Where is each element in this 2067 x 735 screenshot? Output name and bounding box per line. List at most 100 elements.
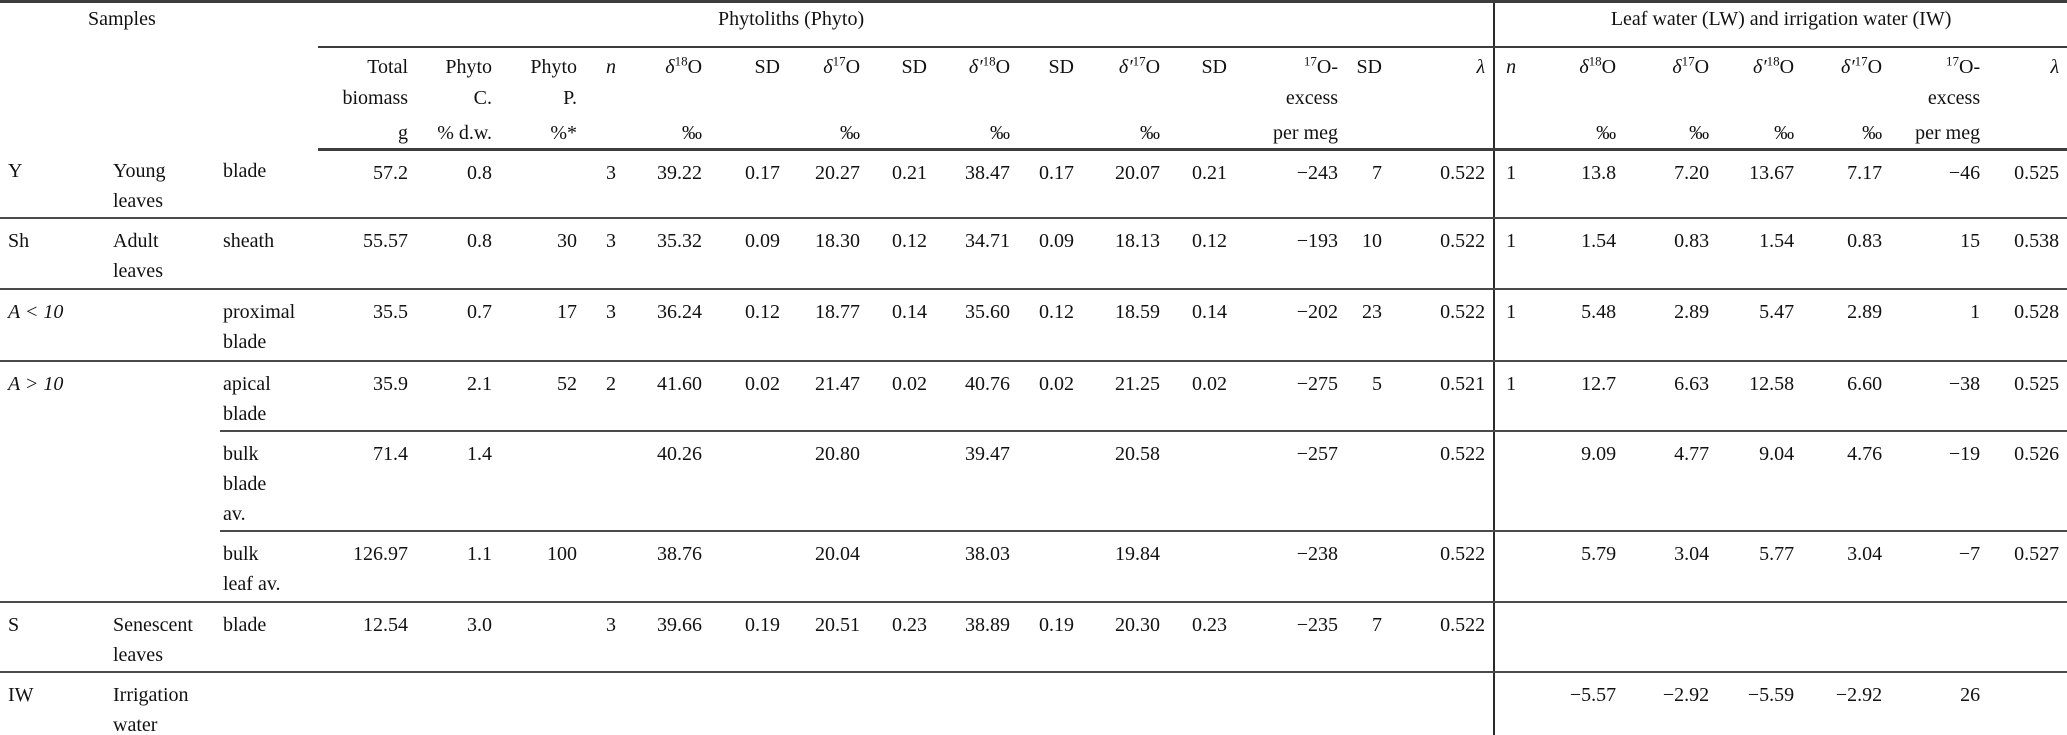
table-cell: 7.20	[1624, 149, 1718, 219]
table-cell: Irrigation water	[110, 672, 220, 735]
table-cell	[710, 431, 789, 532]
table-cell: Senescent leaves	[110, 602, 220, 673]
table-cell: 0.17	[1018, 149, 1083, 219]
table-cell: 39.47	[935, 431, 1019, 532]
group-header-row: Samples Phytoliths (Phyto) Leaf water (L…	[0, 1, 2067, 48]
table-cell	[868, 431, 936, 532]
table-cell: 5.77	[1717, 531, 1803, 603]
column-header-row: Total biomass g Phyto C.% d.w. Phyto P. %* n …	[0, 46, 2067, 151]
table-cell: −202	[1235, 289, 1347, 362]
table-cell: −235	[1235, 602, 1347, 673]
col-lambda-lw: λ	[1988, 46, 2067, 151]
table-cell	[585, 531, 625, 603]
table-row: S Senescent leaves blade 12.54 3.0 3 39.66 0.19…	[0, 602, 2067, 673]
table-cell: A < 10	[0, 289, 110, 362]
col-dp17o-phyto: δ′17O ‰	[1082, 46, 1169, 151]
table-cell: 18.77	[788, 289, 869, 362]
table-cell: 0.02	[1018, 361, 1083, 432]
table-cell: 0.525	[1988, 149, 2067, 219]
table-cell: −2.92	[1802, 672, 1891, 735]
col-phyto-c: Phyto C.% d.w.	[416, 46, 501, 151]
table-cell: 1.54	[1717, 218, 1803, 290]
table-cell: apical blade	[220, 361, 319, 432]
table-cell: 3	[585, 289, 625, 362]
table-cell: 126.97	[318, 531, 417, 603]
table-cell	[1624, 602, 1718, 673]
col-sd: SD	[710, 46, 789, 151]
table-cell	[1168, 672, 1236, 735]
table-row: Sh Adult leaves sheath 55.57 0.8 30 3 35.32 0.09…	[0, 218, 2067, 290]
table-cell: −2.92	[1624, 672, 1718, 735]
table-cell: 0.7	[416, 289, 501, 362]
table-cell: 26	[1890, 672, 1989, 735]
table-cell: 17	[500, 289, 586, 362]
table-cell: 3	[585, 218, 625, 290]
table-cell: Y	[0, 149, 110, 219]
table-cell: −38	[1890, 361, 1989, 432]
table-cell	[1346, 672, 1391, 735]
table-cell	[1168, 531, 1236, 603]
table-cell: Sh	[0, 218, 110, 290]
table-cell: 4.76	[1802, 431, 1891, 532]
table-cell	[1717, 602, 1803, 673]
table-cell: 0.521	[1390, 361, 1495, 432]
table-cell	[1493, 672, 1525, 735]
table-cell	[1493, 531, 1525, 603]
table-body: Y Young leaves blade 57.2 0.8 3 39.22 0.17 20.27…	[0, 149, 2067, 735]
table-cell: 1	[1493, 289, 1525, 362]
table-cell	[500, 149, 586, 219]
table-cell: 0.09	[710, 218, 789, 290]
table-cell	[585, 431, 625, 532]
table-cell	[1235, 672, 1347, 735]
phytoliths-group-header: Phytoliths (Phyto)	[318, 1, 1495, 48]
table-cell: proximal blade	[220, 289, 319, 362]
table-cell: 38.47	[935, 149, 1019, 219]
table-cell	[1018, 531, 1083, 603]
table-cell: 0.21	[1168, 149, 1236, 219]
table-cell: −243	[1235, 149, 1347, 219]
table-cell: 0.522	[1390, 218, 1495, 290]
table-cell: 13.67	[1717, 149, 1803, 219]
table-cell	[585, 672, 625, 735]
table-cell: 35.32	[624, 218, 711, 290]
table-cell: 15	[1890, 218, 1989, 290]
table-cell: 0.23	[1168, 602, 1236, 673]
table-cell: 2	[585, 361, 625, 432]
table-cell	[624, 672, 711, 735]
table-cell: 18.59	[1082, 289, 1169, 362]
table-cell: 0.23	[868, 602, 936, 673]
table-cell: 1	[1493, 361, 1525, 432]
table-cell: 0.12	[710, 289, 789, 362]
table-cell: 38.89	[935, 602, 1019, 673]
table-cell: 0.12	[1168, 218, 1236, 290]
table-cell: 39.66	[624, 602, 711, 673]
table-cell: 0.538	[1988, 218, 2067, 290]
table-cell: −46	[1890, 149, 1989, 219]
table-cell	[0, 431, 110, 531]
table-cell	[500, 672, 586, 735]
table-cell: 0.12	[1018, 289, 1083, 362]
table-cell: 0.21	[868, 149, 936, 219]
table-cell: 0.14	[868, 289, 936, 362]
table-cell: 0.83	[1802, 218, 1891, 290]
table-cell: 20.07	[1082, 149, 1169, 219]
table-row: A > 10 apical blade 35.9 2.1 52 2 41.60 0.02 21.…	[0, 361, 2067, 432]
table-cell	[868, 672, 936, 735]
table-cell: 0.83	[1624, 218, 1718, 290]
table-cell: 12.58	[1717, 361, 1803, 432]
table-cell: 1.54	[1524, 218, 1625, 290]
table-cell	[1493, 602, 1525, 673]
table-cell	[1018, 672, 1083, 735]
table-cell: 0.02	[868, 361, 936, 432]
table-cell	[788, 672, 869, 735]
table-cell: 12.54	[318, 602, 417, 673]
table-cell: 5.79	[1524, 531, 1625, 603]
col-17o-excess-lw: 17O-excess per meg	[1890, 46, 1989, 151]
table-cell: −238	[1235, 531, 1347, 603]
table-cell: sheath	[220, 218, 319, 290]
table-cell	[1390, 672, 1495, 735]
table-cell	[500, 602, 586, 673]
table-cell: 40.26	[624, 431, 711, 532]
table-row: bulk leaf av. 126.97 1.1 100 38.76 20.04 38.03…	[0, 531, 2067, 603]
